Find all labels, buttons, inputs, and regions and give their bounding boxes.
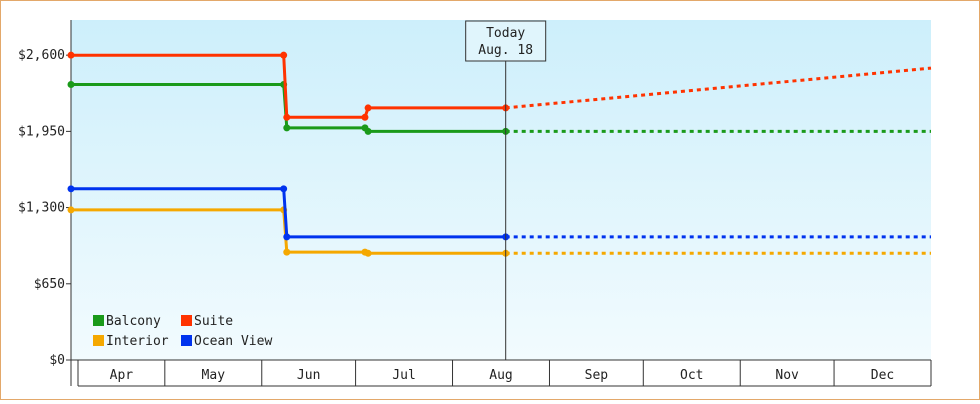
x-tick-label: Jul xyxy=(392,368,415,383)
legend-label: Ocean View xyxy=(194,334,272,349)
series-layer xyxy=(67,51,932,257)
legend-item: Suite xyxy=(181,314,233,329)
series-line xyxy=(71,53,506,119)
x-tick-label: Nov xyxy=(775,368,799,383)
legend-swatch xyxy=(181,335,192,346)
legend-label: Balcony xyxy=(106,314,161,329)
today-date-label: Aug. 18 xyxy=(478,43,533,58)
y-tick-label: $1,950 xyxy=(18,124,65,139)
y-tick-label: $0 xyxy=(49,353,65,368)
y-tick-label: $1,300 xyxy=(18,201,65,216)
axes: $0 $650 $1,300 $1,950 $2,600 Apr May Jun Jul Aug S… xyxy=(18,20,932,387)
legend: Balcony Suite Interior Ocean View xyxy=(93,314,272,349)
data-point xyxy=(361,113,369,121)
x-tick-label: Sep xyxy=(585,368,609,383)
data-point xyxy=(364,127,372,135)
series-suite xyxy=(67,51,932,121)
legend-item: Balcony xyxy=(93,314,161,329)
series-line xyxy=(71,187,506,239)
data-point xyxy=(364,249,372,257)
x-tick-label: Aug xyxy=(489,368,512,383)
legend-swatch xyxy=(93,335,104,346)
legend-swatch xyxy=(93,315,104,326)
data-point xyxy=(283,233,291,241)
data-point xyxy=(283,124,291,132)
series-ocean-view xyxy=(67,185,931,241)
legend-item: Ocean View xyxy=(181,334,272,349)
series-line xyxy=(71,208,506,255)
data-point xyxy=(283,248,291,256)
y-tick-label: $650 xyxy=(34,277,65,292)
legend-label: Interior xyxy=(106,334,169,349)
data-point xyxy=(283,113,291,121)
x-tick-label: May xyxy=(202,368,226,383)
legend-swatch xyxy=(181,315,192,326)
data-point xyxy=(67,80,75,88)
x-tick-label: Dec xyxy=(871,368,894,383)
legend-label: Suite xyxy=(194,314,233,329)
series-balcony xyxy=(67,80,931,135)
x-tick-label: Apr xyxy=(110,368,134,383)
data-point xyxy=(280,185,288,193)
data-point xyxy=(67,206,75,214)
series-line xyxy=(71,83,506,133)
x-tick-label: Oct xyxy=(680,368,703,383)
forecast-line xyxy=(505,66,932,110)
data-point xyxy=(280,51,288,59)
today-label: Today xyxy=(486,26,525,41)
y-tick-label: $2,600 xyxy=(18,48,65,63)
today-label-box xyxy=(465,20,547,62)
data-point xyxy=(67,185,75,193)
x-tick-label: Jun xyxy=(297,368,320,383)
data-point xyxy=(364,104,372,112)
data-point xyxy=(67,51,75,59)
today-marker: Today Aug. 18 xyxy=(465,20,547,360)
legend-item: Interior xyxy=(93,334,169,349)
